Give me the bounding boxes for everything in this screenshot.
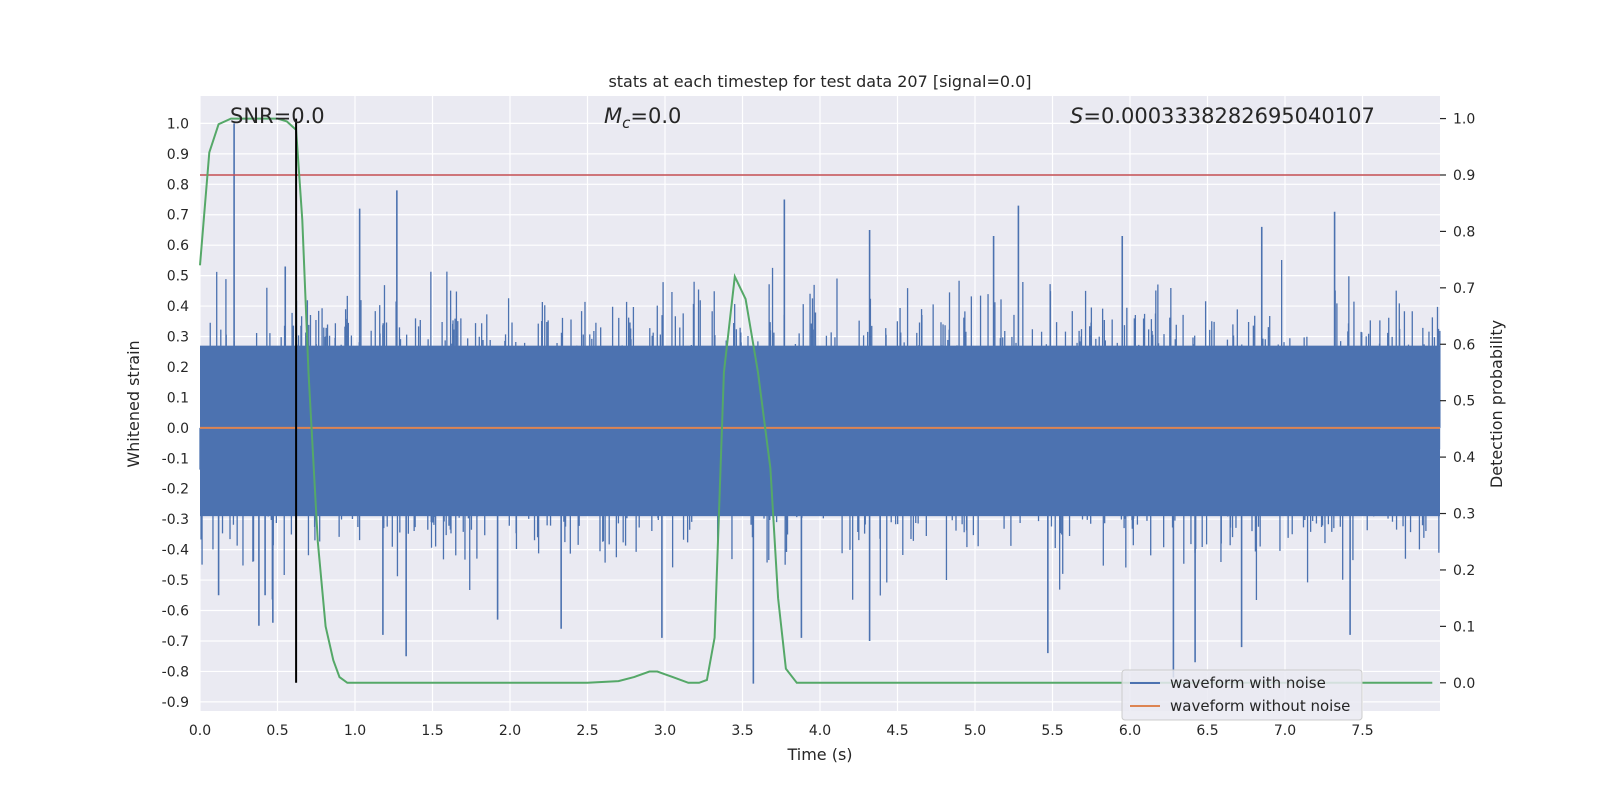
y-tick-label: 0.7 <box>167 208 189 224</box>
x-tick-label: 5.5 <box>1041 723 1063 739</box>
waveform-with-noise-series <box>199 123 1441 684</box>
y2-tick-label: 0.2 <box>1453 563 1475 579</box>
y2-tick-label: 0.7 <box>1453 281 1475 297</box>
chirp-mass-subscript: c <box>622 114 631 132</box>
chirp-mass-annotation: Mc=0.0 <box>604 104 681 132</box>
legend: waveform with noise waveform without noi… <box>1121 669 1363 721</box>
y-tick-label: 0.3 <box>167 330 189 346</box>
x-tick-label: 3.0 <box>654 723 676 739</box>
x-tick-label: 7.5 <box>1351 723 1373 739</box>
y-tick-label: -0.4 <box>162 543 189 559</box>
detection-probability-series <box>199 117 1433 684</box>
y2-tick-label: 0.1 <box>1453 619 1475 635</box>
x-tick-label: 6.5 <box>1196 723 1218 739</box>
y2-tick-label: 0.0 <box>1453 676 1475 692</box>
y-tick-label: 0.8 <box>167 177 189 193</box>
y2-tick-label: 0.8 <box>1453 224 1475 240</box>
x-tick-label: 2.0 <box>499 723 521 739</box>
x-tick-label: 1.5 <box>421 723 443 739</box>
y-tick-label: -0.1 <box>162 451 189 467</box>
x-tick-label: 0.5 <box>266 723 288 739</box>
y-axis-label: Whitened strain <box>124 340 143 467</box>
y2-axis-label: Detection probability <box>1487 320 1506 488</box>
x-axis-ticks: 0.0 0.5 1.0 1.5 2.0 2.5 3.0 3.5 4.0 4.5 5.0 5.5 6.0 6… <box>189 723 1374 739</box>
x-tick-label: 4.0 <box>809 723 831 739</box>
y-axis-ticks: 1.0 0.9 0.8 0.7 0.6 0.5 0.4 0.3 0.2 0.1 0.0 -0.1 -0.… <box>162 116 189 710</box>
y2-tick-label: 0.4 <box>1453 450 1475 466</box>
y-tick-label: -0.9 <box>162 695 189 711</box>
x-tick-label: 2.5 <box>576 723 598 739</box>
x-tick-label: 0.0 <box>189 723 211 739</box>
y2-tick-label: 0.6 <box>1453 337 1475 353</box>
noise-waveform-band <box>200 345 1440 517</box>
y-tick-label: -0.8 <box>162 664 189 680</box>
legend-label-clean: waveform without noise <box>1170 697 1350 715</box>
y2-tick-label: 0.3 <box>1453 507 1475 523</box>
y-tick-label: -0.5 <box>162 573 189 589</box>
x-tick-label: 1.0 <box>344 723 366 739</box>
y2-tick-label: 0.9 <box>1453 168 1475 184</box>
x-tick-label: 4.5 <box>886 723 908 739</box>
chirp-mass-value: =0.0 <box>630 104 681 128</box>
y-tick-label: 0.1 <box>167 390 189 406</box>
statistic-value: =0.0003338282695040107 <box>1083 104 1375 128</box>
y-tick-label: -0.3 <box>162 512 189 528</box>
y-tick-label: -0.7 <box>162 634 189 650</box>
snr-annotation: SNR=0.0 <box>230 104 325 128</box>
statistic-symbol: S <box>1070 104 1083 128</box>
legend-label-noise: waveform with noise <box>1170 674 1326 692</box>
y-tick-label: 0.9 <box>167 147 189 163</box>
y-tick-label: -0.2 <box>162 482 189 498</box>
y-tick-label: 0.0 <box>167 421 189 437</box>
x-axis-label: Time (s) <box>786 745 852 764</box>
y-tick-label: 0.2 <box>167 360 189 376</box>
statistic-annotation: S=0.0003338282695040107 <box>1070 104 1375 128</box>
y-tick-label: -0.6 <box>162 604 189 620</box>
y-tick-label: 0.5 <box>167 269 189 285</box>
y2-tick-label: 1.0 <box>1453 112 1475 128</box>
y2-tick-label: 0.5 <box>1453 394 1475 410</box>
legend-box <box>1121 669 1363 721</box>
x-tick-label: 3.5 <box>731 723 753 739</box>
y2-axis-ticks: 1.0 0.9 0.8 0.7 0.6 0.5 0.4 0.3 0.2 0.1 0.0 <box>1440 112 1475 692</box>
chirp-mass-symbol: M <box>604 104 622 128</box>
y-tick-label: 0.4 <box>167 299 189 315</box>
x-tick-label: 7.0 <box>1274 723 1296 739</box>
x-tick-label: 6.0 <box>1119 723 1141 739</box>
y-tick-label: 0.6 <box>167 238 189 254</box>
y-tick-label: 1.0 <box>167 116 189 132</box>
chart-title: stats at each timestep for test data 207… <box>608 72 1031 91</box>
detection-probability-line <box>199 117 1433 684</box>
x-tick-label: 5.0 <box>964 723 986 739</box>
